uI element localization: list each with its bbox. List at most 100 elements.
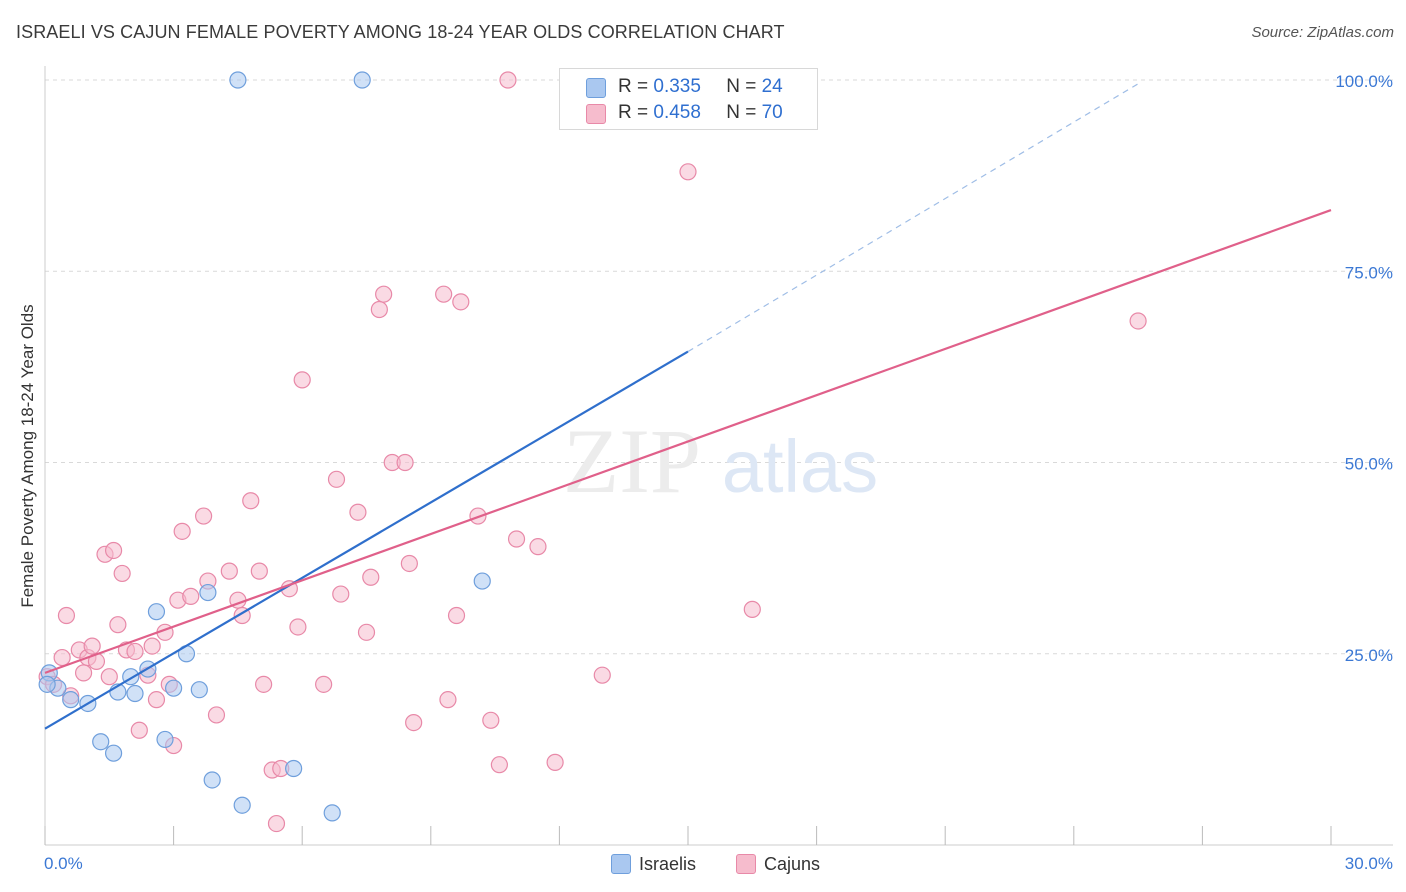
cajuns-point-56 <box>447 606 466 625</box>
israelis-point-16 <box>203 771 221 789</box>
x-tick-label-max: 30.0% <box>1345 854 1393 873</box>
legend-stats: R = 0.335 N = 24 R = 0.458 N = 70 <box>559 68 818 130</box>
cajuns-n-value: 70 <box>761 102 783 123</box>
cajuns-point-8 <box>83 637 101 655</box>
israelis-point-22 <box>473 572 491 590</box>
israelis-point-11 <box>156 730 174 749</box>
cajuns-point-27 <box>195 507 213 525</box>
x-tick-label-min: 0.0% <box>44 854 83 873</box>
cajuns-point-43 <box>327 470 346 488</box>
cajuns-point-53 <box>405 713 423 732</box>
y-axis-label: Female Poverty Among 18-24 Year Olds <box>18 304 37 608</box>
cajuns-point-69 <box>1129 312 1147 330</box>
cajuns-point-2 <box>53 648 71 667</box>
cajuns-r-label: R = <box>618 102 649 123</box>
cajuns-point-46 <box>357 623 376 641</box>
cajuns-point-47 <box>362 568 380 586</box>
cajuns-point-29 <box>207 706 226 724</box>
cajuns-point-48 <box>370 300 388 319</box>
watermark-atlas: atlas <box>722 425 878 508</box>
israelis-point-14 <box>190 681 208 699</box>
israelis-swatch <box>586 78 606 98</box>
israelis-n-value: 24 <box>761 76 783 97</box>
legend-series: Israelis Cajuns <box>0 851 1406 877</box>
cajuns-r-value: 0.458 <box>653 102 701 123</box>
y-tick-label-25: 25.0% <box>1345 646 1393 665</box>
chart-title: ISRAELI VS CAJUN FEMALE POVERTY AMONG 18… <box>16 22 785 42</box>
cajuns-point-35 <box>255 675 273 693</box>
israelis-point-2 <box>62 691 80 709</box>
y-tick-label-50: 50.0% <box>1345 455 1393 474</box>
cajuns-point-17 <box>130 721 148 739</box>
gridlines <box>45 79 1393 655</box>
israelis-point-19 <box>285 759 303 778</box>
cajuns-point-34 <box>250 562 268 580</box>
cajuns-point-62 <box>507 530 526 548</box>
cajuns-point-59 <box>482 711 500 729</box>
cajuns-point-61 <box>499 71 517 89</box>
israelis-point-17 <box>229 71 247 89</box>
cajuns-legend-label: Cajuns <box>764 854 821 874</box>
cajuns-point-44 <box>332 585 350 603</box>
cajuns-point-30 <box>220 562 238 580</box>
cajuns-point-55 <box>439 691 457 709</box>
israelis-points <box>38 71 491 822</box>
tick-labels: 25.0% 50.0% 75.0% 100.0% 0.0% 30.0% <box>44 72 1393 873</box>
cajuns-point-49 <box>375 285 393 303</box>
y-tick-label-100: 100.0% <box>1335 72 1393 91</box>
israelis-r-value: 0.335 <box>653 76 701 97</box>
cajuns-swatch <box>586 104 606 124</box>
israelis-legend-swatch <box>611 854 631 874</box>
cajuns-point-19 <box>143 637 161 655</box>
cajuns-n-label: N = <box>726 102 757 123</box>
cajuns-point-41 <box>293 371 311 389</box>
cajuns-point-16 <box>126 642 144 661</box>
cajuns-point-54 <box>435 285 453 303</box>
cajuns-point-33 <box>242 492 260 510</box>
cajuns-point-14 <box>113 564 131 583</box>
trend-lines <box>44 83 1332 730</box>
chart-source: Source: ZipAtlas.com <box>1251 24 1394 41</box>
cajuns-point-26 <box>182 587 200 605</box>
cajuns-point-51 <box>396 453 414 472</box>
cajuns-point-67 <box>679 163 697 181</box>
cajuns-point-11 <box>100 668 118 686</box>
cajuns-point-37 <box>267 814 286 833</box>
watermark: ZIP atlas <box>563 410 878 512</box>
israelis-point-15 <box>199 583 217 602</box>
cajuns-legend-swatch <box>736 854 756 874</box>
israelis-n-label: N = <box>726 76 757 97</box>
cajuns-point-66 <box>593 666 611 684</box>
cajuns-trend-line <box>44 209 1332 674</box>
cajuns-point-64 <box>546 753 564 771</box>
israelis-r-label: R = <box>618 76 649 97</box>
cajuns-point-45 <box>349 503 367 521</box>
israelis-legend-label: Israelis <box>639 854 697 874</box>
israelis-point-21 <box>353 71 371 89</box>
y-tick-label-75: 75.0% <box>1345 263 1393 282</box>
cajuns-point-63 <box>529 538 547 556</box>
cajuns-point-6 <box>74 664 93 682</box>
cajuns-point-13 <box>109 616 127 634</box>
israelis-point-10 <box>147 603 166 621</box>
israelis-point-4 <box>92 733 110 751</box>
cajuns-point-52 <box>400 554 418 573</box>
israelis-point-12 <box>165 679 183 697</box>
cajuns-point-60 <box>490 756 508 774</box>
cajuns-point-20 <box>147 691 166 709</box>
israelis-point-8 <box>126 684 144 703</box>
israelis-point-5 <box>104 744 123 762</box>
cajuns-point-12 <box>104 541 123 560</box>
israelis-point-23 <box>38 675 56 693</box>
cajuns-point-40 <box>289 618 307 636</box>
cajuns-point-3 <box>57 606 76 625</box>
israelis-trend-line <box>44 350 689 730</box>
cajuns-point-57 <box>452 293 470 311</box>
israelis-point-18 <box>233 796 251 814</box>
cajuns-point-42 <box>315 675 333 693</box>
axes <box>44 66 1393 846</box>
cajuns-point-25 <box>173 522 191 540</box>
israelis-point-20 <box>323 804 341 822</box>
cajuns-point-68 <box>743 600 761 618</box>
